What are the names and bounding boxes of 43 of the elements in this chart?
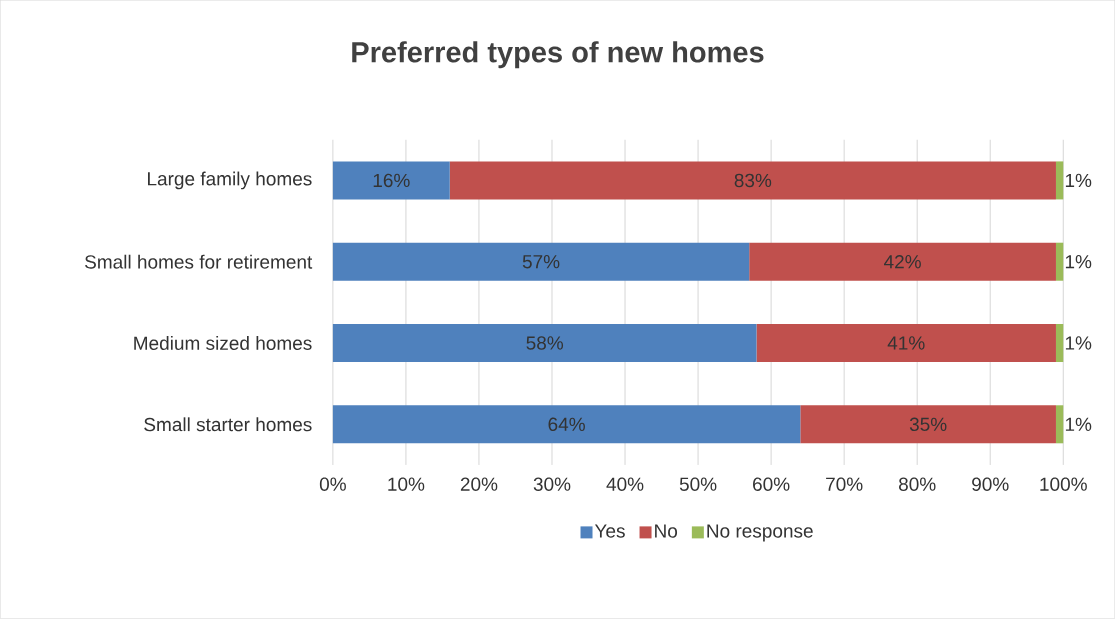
x-tick-label: 100% xyxy=(1040,477,1087,492)
data-label: 1% xyxy=(1065,255,1092,269)
bar xyxy=(449,161,1056,200)
x-tick-label: 50% xyxy=(679,477,717,492)
x-tick-label: 80% xyxy=(899,477,936,492)
data-label: 64% xyxy=(548,417,585,432)
data-label: 57% xyxy=(522,255,560,269)
x-tick-label: 30% xyxy=(533,477,571,492)
bar xyxy=(332,161,450,200)
y-tick-label: Large family homes xyxy=(148,171,312,190)
bar xyxy=(1055,242,1064,281)
x-tick-label: 60% xyxy=(753,477,790,492)
x-tick-label: 0% xyxy=(319,477,346,492)
bar xyxy=(1055,161,1064,200)
bar xyxy=(1055,324,1064,363)
x-tick-label: 40% xyxy=(606,477,644,492)
data-label: 41% xyxy=(887,336,925,350)
legend-label: No xyxy=(655,524,678,538)
bar xyxy=(1055,405,1064,444)
data-label: 1% xyxy=(1065,173,1092,188)
y-tick-label: Small homes for retirement xyxy=(85,254,313,269)
x-tick-label: 20% xyxy=(460,477,498,492)
y-tick-label: Small starter homes xyxy=(144,417,312,432)
data-label: 42% xyxy=(884,255,921,269)
chart-title: Preferred types of new homes xyxy=(352,41,764,69)
bar xyxy=(332,405,801,444)
bar xyxy=(332,242,750,281)
legend-label: Yes xyxy=(594,524,625,538)
data-label: 58% xyxy=(526,336,564,350)
x-tick-label: 70% xyxy=(826,477,863,492)
x-tick-label: 90% xyxy=(972,477,1009,492)
bar xyxy=(800,405,1056,444)
y-tick-label: Medium sized homes xyxy=(134,336,312,351)
data-label: 1% xyxy=(1065,417,1092,432)
data-label: 16% xyxy=(373,173,410,188)
data-label: 1% xyxy=(1065,336,1092,350)
data-label: 35% xyxy=(909,417,947,432)
bar xyxy=(332,324,757,363)
data-label: 83% xyxy=(734,173,772,188)
legend-label: No response xyxy=(707,524,813,542)
bar xyxy=(749,242,1056,281)
bar xyxy=(756,324,1056,363)
x-tick-label: 10% xyxy=(388,477,425,492)
